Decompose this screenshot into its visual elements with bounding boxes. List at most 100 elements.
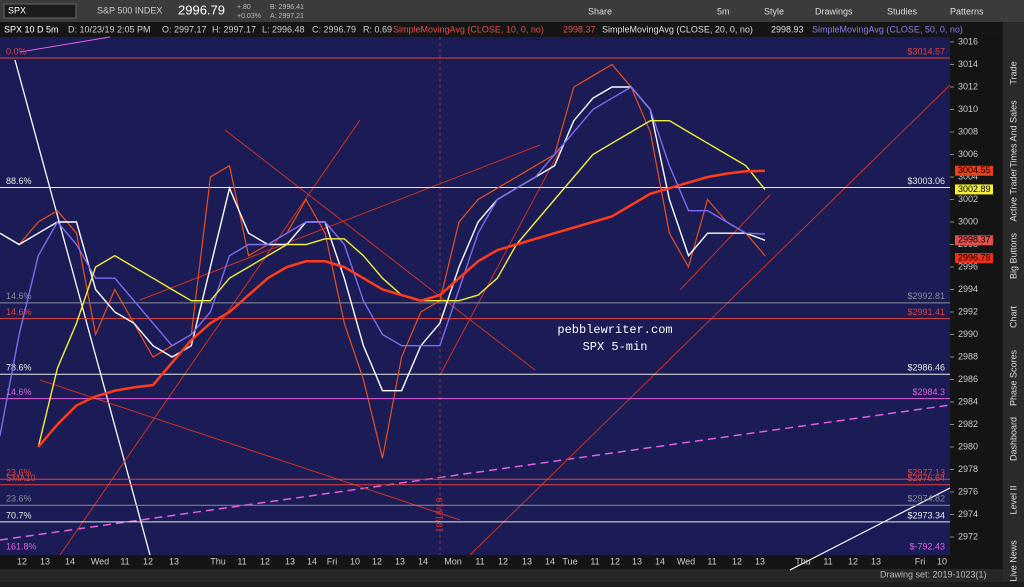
level-price: $2977.13 — [907, 468, 945, 478]
x-tick-label: 13 — [632, 556, 642, 566]
side-tab[interactable]: Phase Scores — [1008, 349, 1018, 406]
button[interactable]: Share — [588, 6, 612, 16]
y-tick-label: 2992 — [958, 306, 978, 316]
y-tick-label: 3000 — [958, 216, 978, 226]
y-tick-label: 2978 — [958, 464, 978, 474]
x-tick-label: 10 — [937, 556, 947, 566]
price-badge-label: 3002.89 — [958, 184, 991, 194]
button[interactable]: Patterns — [950, 6, 984, 16]
x-tick-label: Tue — [562, 556, 577, 566]
legend-value: 2998.93 — [771, 24, 804, 34]
instrument: S&P 500 INDEX — [97, 5, 162, 15]
x-tick-label: Fri — [327, 556, 338, 566]
x-tick-label: 12 — [17, 556, 27, 566]
level-label: 70.7% — [6, 510, 32, 520]
bid: B: 2996.41 — [270, 4, 304, 11]
level-price: $-792.43 — [909, 541, 945, 551]
x-tick-label: Fri — [915, 556, 926, 566]
x-tick-label: 12 — [260, 556, 270, 566]
y-tick-label: 3014 — [958, 59, 978, 69]
y-tick-label: 2972 — [958, 531, 978, 541]
x-tick-label: 13 — [522, 556, 532, 566]
level-price: $2974.82 — [907, 494, 945, 504]
button[interactable]: Drawings — [815, 6, 853, 16]
trendline — [139, 144, 541, 301]
price-badge-label: 2996.79 — [958, 252, 991, 262]
level-label: SMA10 — [6, 473, 36, 483]
price-badge — [955, 253, 993, 264]
x-tick-label: 11 — [823, 556, 832, 566]
trendline — [59, 119, 361, 556]
study-bar-content: SPX 10 D 5m D: 10/23/19 2:05 PM O: 2997.… — [4, 24, 963, 34]
y-tick-label: 2980 — [958, 441, 978, 451]
x-tick-label: 13 — [755, 556, 765, 566]
level-price: $3014.57 — [907, 46, 945, 56]
x-tick-label: 14 — [655, 556, 665, 566]
ask: A: 2997.21 — [270, 13, 304, 20]
trendline — [224, 129, 536, 371]
y-tick-label: 3012 — [958, 81, 978, 91]
button[interactable]: Studies — [887, 6, 918, 16]
trendline — [469, 84, 951, 556]
date-marker-label: 10/18/19 — [434, 497, 444, 532]
side-tab[interactable]: Live News — [1008, 540, 1018, 582]
side-tab[interactable]: Times And Sales — [1008, 100, 1018, 168]
trendline — [19, 36, 111, 53]
side-tab[interactable]: Active Trader — [1008, 168, 1018, 221]
price-badge-label: 3004.55 — [958, 165, 991, 175]
side-tab[interactable]: Chart — [1008, 306, 1018, 329]
button[interactable]: 5m — [717, 6, 730, 16]
study-bar — [0, 22, 1003, 37]
x-tick-label: 14 — [418, 556, 428, 566]
y-tick-label: 2990 — [958, 329, 978, 339]
legend-entry: SimpleMovingAvg (CLOSE, 20, 0, no) — [602, 24, 753, 34]
x-tick-label: 11 — [237, 556, 246, 566]
level-label: 23.6% — [6, 494, 32, 504]
symbol-box[interactable] — [3, 3, 77, 19]
x-tick-label: Thu — [795, 556, 811, 566]
change-pct: +0.03% — [237, 13, 261, 20]
legend-value: 2998.37 — [563, 24, 596, 34]
x-tick-label: Mon — [444, 556, 462, 566]
level-price: $2986.46 — [907, 363, 945, 373]
x-tick-label: 11 — [475, 556, 484, 566]
y-tick-label: 2986 — [958, 374, 978, 384]
price-badge — [955, 235, 993, 246]
last-price: 2996.79 — [178, 2, 225, 17]
x-tick-label: 10 — [350, 556, 360, 566]
button[interactable]: Style — [764, 6, 784, 16]
chart-title: SPX 10 D 5m — [4, 24, 59, 34]
series-line — [0, 63, 766, 459]
y-tick-label: 3004 — [958, 171, 978, 181]
toolbar — [0, 0, 1024, 22]
time-axis — [0, 555, 1003, 569]
y-tick-label: 2994 — [958, 284, 978, 294]
level-label: 88.6% — [6, 176, 32, 186]
level-price: $2976.64 — [907, 473, 945, 483]
x-tick-label: 12 — [848, 556, 858, 566]
x-tick-label: 11 — [120, 556, 129, 566]
level-price: $2992.81 — [907, 291, 945, 301]
series-line — [37, 169, 766, 448]
trendline — [679, 194, 771, 291]
y-tick-label: 2984 — [958, 396, 978, 406]
x-tick-label: 14 — [307, 556, 317, 566]
ohlc: H: 2997.17 — [212, 24, 256, 34]
trendline — [39, 379, 461, 521]
side-tab[interactable]: Level II — [1008, 485, 1018, 514]
ohlc: L: 2996.48 — [262, 24, 305, 34]
trendline — [789, 487, 951, 571]
ohlc: R: 0.69 — [363, 24, 392, 34]
side-tab[interactable]: Big Buttons — [1008, 232, 1018, 279]
status: Drawing set: 2019-1023(1) — [880, 569, 987, 579]
y-tick-label: 2988 — [958, 351, 978, 361]
y-tick-label: 2974 — [958, 509, 978, 519]
x-tick-label: 13 — [285, 556, 295, 566]
x-tick-label: 12 — [498, 556, 508, 566]
side-tab[interactable]: Trade — [1008, 61, 1018, 84]
side-tab[interactable]: Dashboard — [1008, 417, 1018, 461]
x-tick-label: 13 — [40, 556, 50, 566]
symbol: SPX — [8, 5, 26, 15]
toolbar-content: SPX S&P 500 INDEX 2996.79 +.80 +0.03% B:… — [3, 2, 984, 20]
